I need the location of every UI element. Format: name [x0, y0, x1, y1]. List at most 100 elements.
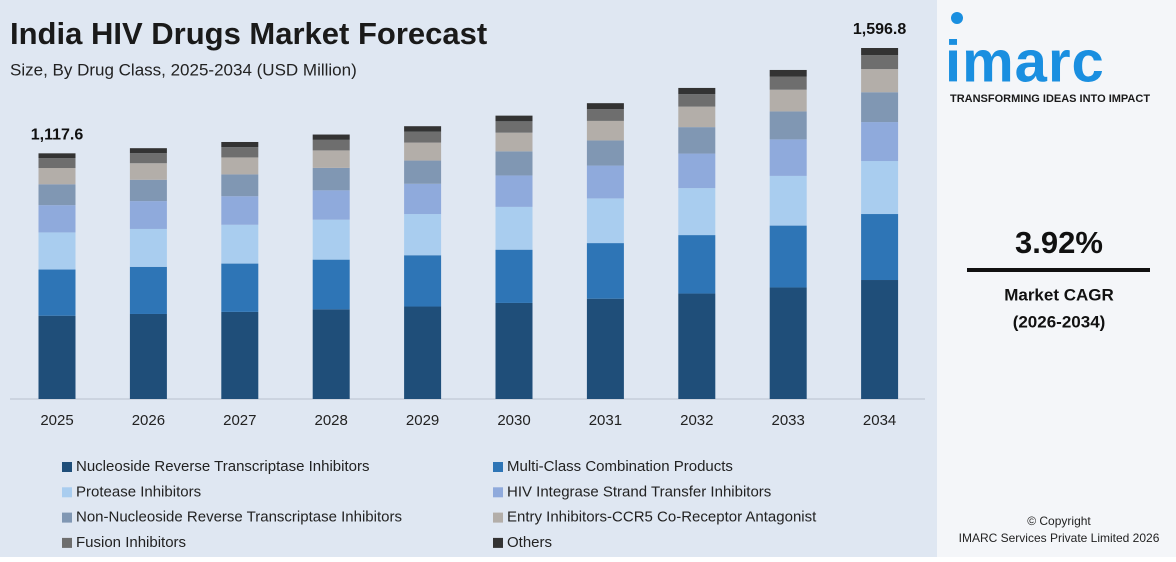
bar-segment — [38, 153, 76, 159]
total-label: 1,596.8 — [853, 21, 906, 38]
bar-segment — [586, 140, 624, 166]
bar-segment — [404, 306, 442, 399]
legend-swatch — [62, 537, 72, 548]
bar-segment — [495, 121, 533, 133]
bar-segment — [678, 293, 716, 399]
logo-dot — [951, 12, 963, 24]
chart-title: India HIV Drugs Market Forecast — [10, 16, 487, 51]
copyright: © Copyright — [1027, 514, 1091, 528]
bar-segment — [678, 188, 716, 236]
bar-segment — [221, 157, 259, 175]
bar-segment — [404, 126, 442, 132]
bar-segment — [678, 235, 716, 294]
legend-label: Protease Inhibitors — [76, 483, 201, 500]
x-tick-label: 2028 — [315, 412, 348, 429]
bar-segment — [861, 122, 899, 162]
bar-segment — [678, 94, 716, 107]
legend-label: Non-Nucleoside Reverse Transcriptase Inh… — [76, 509, 402, 526]
bar-segment — [129, 148, 167, 154]
total-label: 1,117.6 — [31, 127, 84, 144]
legend-label: HIV Integrase Strand Transfer Inhibitors — [507, 483, 771, 500]
bar-segment — [861, 48, 899, 56]
bar-segment — [221, 174, 259, 197]
x-tick-label: 2025 — [40, 412, 73, 429]
x-tick-label: 2031 — [589, 412, 622, 429]
bar-segment — [495, 132, 533, 152]
bar-segment — [404, 160, 442, 184]
bar-segment — [586, 120, 624, 141]
bar-segment — [312, 219, 350, 260]
legend-label: Others — [507, 534, 552, 551]
bar-segment — [221, 263, 259, 312]
bar-segment — [586, 198, 624, 244]
x-tick-label: 2029 — [406, 412, 439, 429]
bar-segment — [678, 87, 716, 95]
cagr-label: Market CAGR — [1004, 285, 1114, 304]
bar-segment — [769, 225, 807, 288]
bar-segment — [861, 214, 899, 281]
bar-segment — [129, 228, 167, 267]
bar-segment — [769, 139, 807, 176]
bar-segment — [769, 89, 807, 112]
bar-segment — [861, 92, 899, 123]
bar-segment — [769, 76, 807, 90]
bar-segment — [861, 69, 899, 93]
bar-segment — [312, 167, 350, 191]
bar-segment — [38, 315, 76, 399]
bar-segment — [129, 201, 167, 229]
bar-segment — [38, 184, 76, 206]
bar-segment — [769, 175, 807, 226]
bar-segment — [586, 109, 624, 121]
legend-label: Fusion Inhibitors — [76, 534, 186, 551]
x-tick-label: 2026 — [132, 412, 165, 429]
bar-segment — [586, 298, 624, 399]
bar-segment — [769, 287, 807, 399]
bar-segment — [221, 311, 259, 399]
bar-segment — [586, 103, 624, 110]
bar-segment — [38, 168, 76, 185]
bar-segment — [495, 115, 533, 122]
bar-segment — [495, 249, 533, 303]
bar-segment — [861, 280, 899, 399]
bar-segment — [495, 175, 533, 207]
legend-swatch — [493, 487, 503, 498]
legend-label: Multi-Class Combination Products — [507, 458, 733, 475]
bar-segment — [678, 106, 716, 128]
bar-segment — [312, 309, 350, 399]
bar-segment — [221, 147, 259, 158]
bar-segment — [312, 150, 350, 168]
bar-segment — [129, 313, 167, 399]
bar-segment — [312, 134, 350, 140]
bar-segment — [404, 183, 442, 215]
logo: imarc — [945, 29, 1105, 94]
bar-segment — [404, 142, 442, 161]
bar-segment — [221, 196, 259, 225]
bar-segment — [769, 111, 807, 140]
bar-segment — [678, 127, 716, 154]
bar-segment — [495, 151, 533, 176]
bar-segment — [221, 224, 259, 264]
bar-segment — [312, 139, 350, 151]
bar-segment — [38, 232, 76, 270]
bar-segment — [129, 153, 167, 164]
bar-segment — [38, 158, 76, 169]
x-tick-label: 2034 — [863, 412, 896, 429]
bar-segment — [404, 131, 442, 143]
bar-segment — [495, 302, 533, 399]
bar-segment — [221, 141, 259, 148]
legend-swatch — [493, 462, 503, 472]
legend-swatch — [493, 537, 503, 548]
legend-label: Nucleoside Reverse Transcriptase Inhibit… — [76, 458, 369, 475]
bar-segment — [129, 179, 167, 202]
legend-swatch — [62, 512, 72, 523]
x-tick-label: 2033 — [772, 412, 805, 429]
bar-segment — [861, 161, 899, 215]
sidebar-background — [937, 0, 1176, 557]
bar-segment — [769, 69, 807, 77]
cagr-period: (2026-2034) — [1013, 312, 1106, 331]
bar-segment — [678, 153, 716, 189]
x-tick-label: 2032 — [680, 412, 713, 429]
x-tick-label: 2030 — [497, 412, 530, 429]
